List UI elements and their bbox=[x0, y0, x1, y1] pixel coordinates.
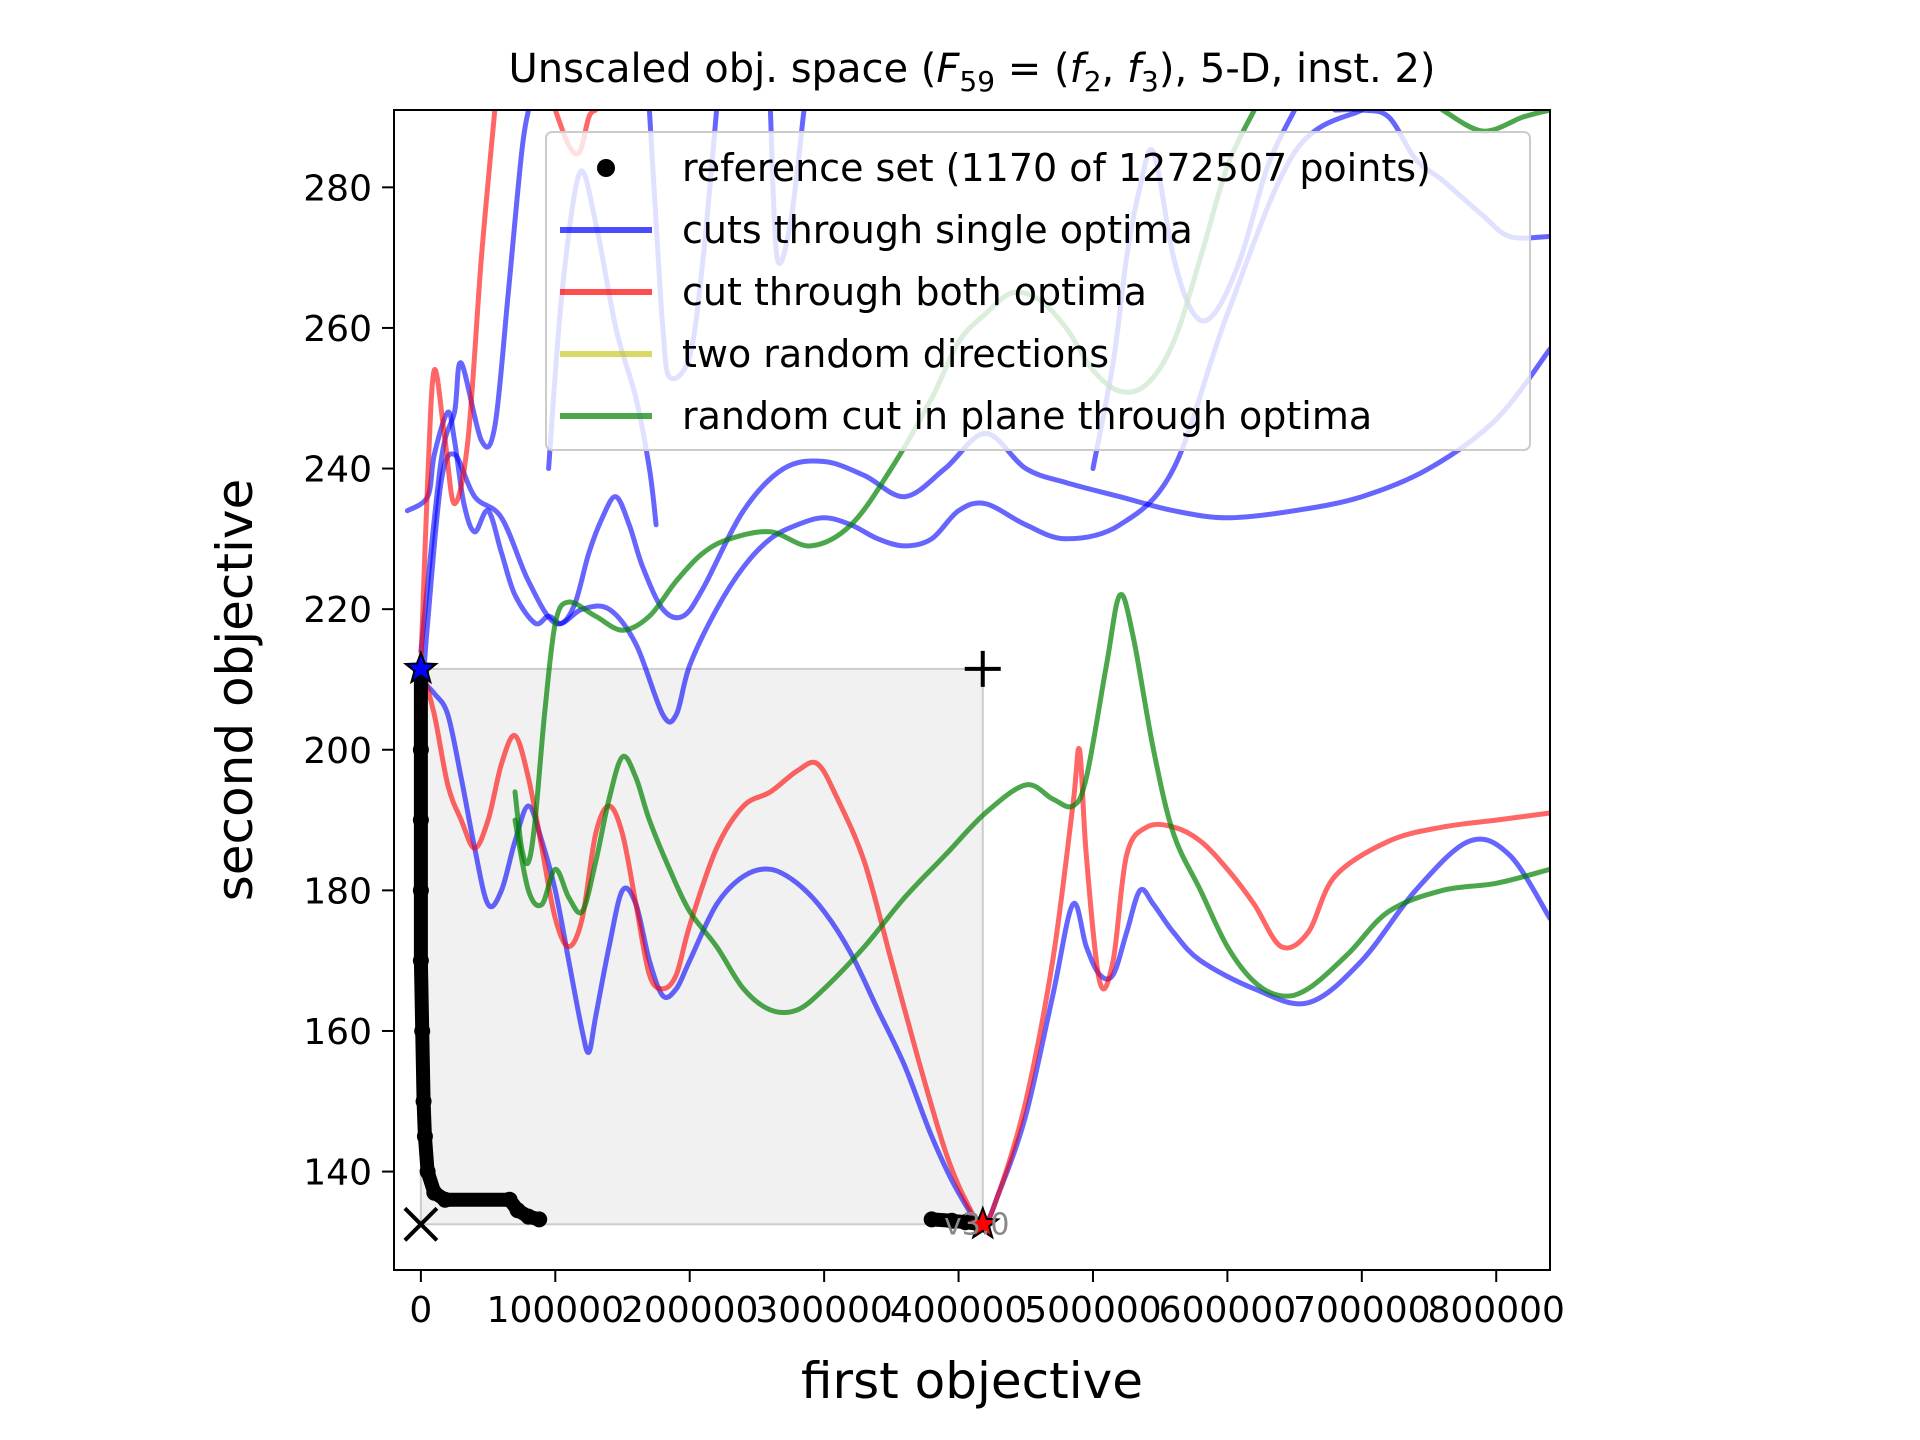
x-tick-label: 300000 bbox=[755, 1290, 892, 1331]
series-line-1 bbox=[418, 110, 1365, 725]
legend-marker bbox=[597, 159, 615, 177]
y-tick-label: 220 bbox=[303, 590, 372, 631]
series-line-9 bbox=[418, 110, 498, 668]
x-tick-label: 800000 bbox=[1428, 1290, 1565, 1331]
reference-set-layer bbox=[412, 664, 991, 1233]
x-tick-label: 700000 bbox=[1293, 1290, 1430, 1331]
x-tick-label: 600000 bbox=[1159, 1290, 1296, 1331]
series-line-13 bbox=[512, 592, 1550, 1016]
reference-band bbox=[413, 953, 430, 1038]
version-mark: v3.0 bbox=[944, 1207, 1009, 1242]
nadir-point-marker bbox=[964, 650, 1001, 687]
x-tick-label: 400000 bbox=[890, 1290, 1027, 1331]
legend-label: cuts through single optima bbox=[682, 208, 1193, 252]
reference-band bbox=[415, 1023, 431, 1109]
series-line-3 bbox=[418, 110, 531, 654]
x-tick-label: 200000 bbox=[621, 1290, 758, 1331]
x-axis-label: first objective bbox=[801, 1352, 1143, 1410]
series-line-14 bbox=[1440, 110, 1550, 134]
y-tick-label: 160 bbox=[303, 1012, 372, 1053]
marker-layer bbox=[402, 650, 1001, 1242]
ideal-point-marker bbox=[403, 1206, 439, 1242]
legend-label: cut through both optima bbox=[682, 270, 1147, 314]
x-tick-label: 500000 bbox=[1024, 1290, 1161, 1331]
y-axis-ticks: 140 160 180 200 220 240 260 280 bbox=[303, 168, 394, 1194]
series-line-10 bbox=[418, 662, 1550, 1227]
y-tick-label: 180 bbox=[303, 871, 372, 912]
y-tick-label: 140 bbox=[303, 1153, 372, 1194]
reference-point bbox=[531, 1211, 548, 1228]
series-line-0 bbox=[404, 346, 1550, 627]
x-tick-label: 0 bbox=[409, 1290, 432, 1331]
x-tick-label: 100000 bbox=[487, 1290, 624, 1331]
optimum-1-star bbox=[402, 650, 439, 685]
y-tick-label: 260 bbox=[303, 309, 372, 350]
y-tick-label: 240 bbox=[303, 450, 372, 491]
legend-label: random cut in plane through optima bbox=[682, 394, 1372, 438]
chart-title: Unscaled obj. space (F59 = (f2, f3), 5-D… bbox=[509, 46, 1436, 98]
y-tick-label: 280 bbox=[303, 168, 372, 209]
legend-label: two random directions bbox=[682, 332, 1109, 376]
y-axis-label: second objective bbox=[206, 479, 264, 902]
legend-box bbox=[545, 131, 1531, 451]
legend: reference set (1170 of 1272507 points) cu… bbox=[545, 131, 1531, 451]
x-axis-ticks: 0 100000200000300000400000500000600000700… bbox=[409, 1270, 1565, 1331]
legend-label: reference set (1170 of 1272507 points) bbox=[682, 146, 1431, 190]
optimum-2-star bbox=[964, 1205, 1001, 1240]
axes-frame bbox=[393, 109, 1551, 1271]
y-tick-label: 200 bbox=[303, 731, 372, 772]
